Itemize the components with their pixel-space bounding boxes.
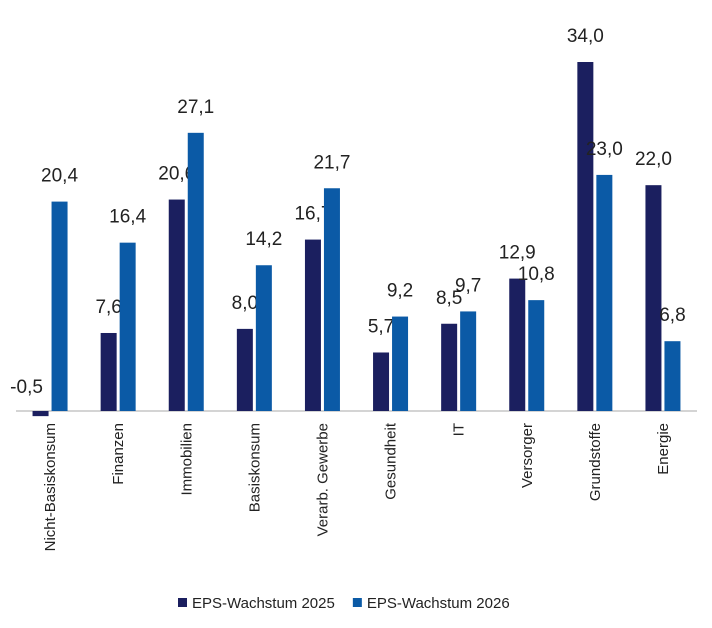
bar: [596, 174, 613, 411]
value-label: 12,9: [499, 243, 536, 264]
bar: [119, 242, 136, 411]
x-tick-label: Nicht-Basiskonsum: [42, 423, 59, 551]
bar: [255, 265, 272, 411]
bar: [528, 300, 545, 411]
value-label: 16,7: [294, 204, 331, 225]
value-label: 34,0: [567, 26, 604, 47]
bar: [645, 185, 662, 411]
x-tick-label: Grundstoffe: [587, 423, 604, 501]
value-label: 20,4: [41, 166, 78, 187]
bar: [509, 278, 526, 411]
bar: [441, 323, 458, 411]
x-tick-label: Energie: [655, 423, 672, 475]
value-label: 8,0: [232, 293, 258, 314]
bar: [187, 132, 204, 411]
bar: [168, 199, 185, 411]
value-label: 6,8: [659, 305, 685, 326]
value-label: 22,0: [635, 149, 672, 170]
bar: [100, 332, 117, 411]
bar: [304, 239, 321, 411]
bar: [323, 188, 340, 411]
bar: [392, 316, 409, 411]
bar: [373, 352, 390, 411]
legend-swatch: [352, 598, 362, 607]
value-label: -0,5: [10, 377, 43, 398]
x-tick-label: Basiskonsum: [246, 423, 263, 512]
value-label: 5,7: [368, 316, 394, 337]
value-label: 14,2: [245, 229, 282, 250]
x-tick-label: Versorger: [519, 423, 536, 488]
bar: [460, 311, 477, 411]
bar: [664, 341, 681, 411]
value-label: 7,6: [95, 297, 121, 318]
value-label: 21,7: [313, 152, 350, 173]
x-tick-label: Gesundheit: [383, 422, 400, 500]
legend-label: EPS-Wachstum 2026: [367, 595, 510, 612]
x-tick-label: Verarb. Gewerbe: [314, 423, 331, 536]
value-label: 10,8: [518, 264, 555, 285]
value-label: 16,4: [109, 207, 146, 228]
bar: [577, 62, 594, 411]
value-label: 9,7: [455, 275, 481, 296]
bar: [51, 201, 68, 411]
value-label: 8,5: [436, 288, 462, 309]
value-label: 20,6: [158, 164, 195, 185]
bar: [32, 411, 49, 417]
x-tick-label: IT: [451, 423, 468, 436]
legend-swatch: [178, 598, 187, 607]
value-label: 23,0: [586, 139, 623, 160]
x-tick-label: Immobilien: [178, 423, 195, 496]
bar: [236, 328, 253, 411]
legend-label: EPS-Wachstum 2025: [192, 595, 335, 612]
x-tick-label: Finanzen: [110, 423, 127, 485]
value-label: 9,2: [387, 281, 413, 302]
value-label: 27,1: [177, 97, 214, 118]
